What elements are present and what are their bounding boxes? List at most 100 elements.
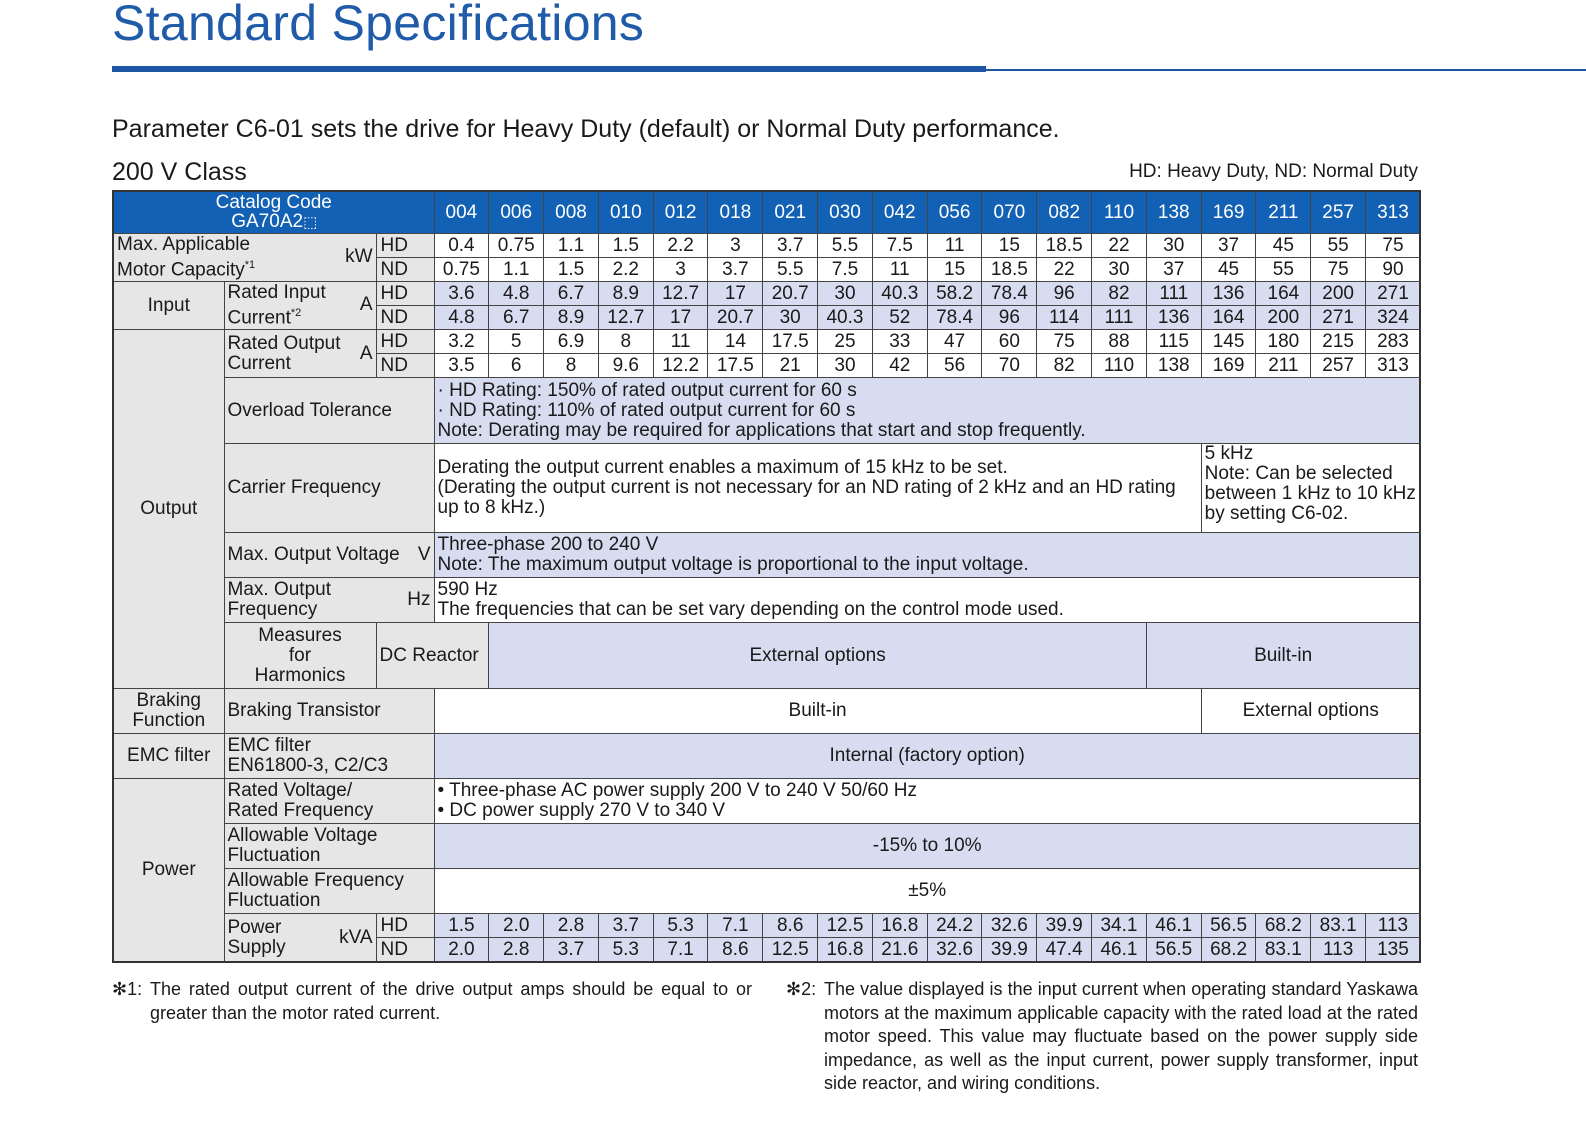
value-cell: 45 <box>1255 233 1312 258</box>
value-cell: 24.2 <box>926 913 983 938</box>
footnote-2: ✻2: The value displayed is the input cur… <box>786 978 1418 1096</box>
footnote-2-mark: ✻2: <box>786 979 817 999</box>
value-cell: 68.2 <box>1200 937 1257 963</box>
value-cell: 17.5 <box>707 353 764 378</box>
value-cell: 324 <box>1365 305 1421 330</box>
value-cell: 16.8 <box>817 937 873 963</box>
value-cell: 3 <box>652 257 709 282</box>
duty-nd: ND <box>375 937 435 963</box>
value-cell: 3.6 <box>433 281 490 306</box>
code-cell: 006 <box>488 190 545 234</box>
value-cell: 88 <box>1091 329 1147 354</box>
overload-row: Overload Tolerance · HD Rating: 150% of … <box>113 377 1421 444</box>
value-cell: 313 <box>1365 353 1421 378</box>
value-cell: 1.1 <box>488 257 545 282</box>
group-input: Input <box>112 281 225 330</box>
catalog-code-header: Catalog Code GA70A2⬚ <box>112 190 435 234</box>
header-row: Catalog Code GA70A2⬚ 004 006 008 010 012… <box>112 190 1421 234</box>
value-cell: 17 <box>652 305 709 330</box>
value-cell: 40.3 <box>871 281 928 306</box>
code-cell: 138 <box>1145 190 1202 234</box>
value-cell: 32.6 <box>981 913 1038 938</box>
value-cell: 3.7 <box>543 937 599 963</box>
value-cell: 6.7 <box>543 281 599 306</box>
code-cell: 257 <box>1310 190 1367 234</box>
rated-voltage-label: Rated Voltage/ Rated Frequency <box>223 778 435 824</box>
value-cell: 12.7 <box>652 281 709 306</box>
value-cell: 55 <box>1310 233 1367 258</box>
emc-label: EMC filter EN61800-3, C2/C3 <box>223 733 435 779</box>
value-cell: 7.1 <box>652 937 709 963</box>
value-cell: 78.4 <box>981 281 1038 306</box>
value-cell: 33 <box>871 329 928 354</box>
value-cell: 271 <box>1310 305 1367 330</box>
value-cell: 145 <box>1200 329 1257 354</box>
value-cell: 78.4 <box>926 305 983 330</box>
rated-voltage-row: Power Rated Voltage/ Rated Frequency • T… <box>112 778 1421 963</box>
value-cell: 82 <box>1091 281 1147 306</box>
value-cell: 32.6 <box>926 937 983 963</box>
value-cell: 37 <box>1200 233 1257 258</box>
value-cell: 47.4 <box>1036 937 1093 963</box>
value-cell: 164 <box>1255 281 1312 306</box>
value-cell: 8.9 <box>597 281 654 306</box>
rated-voltage-value: • Three-phase AC power supply 200 V to 2… <box>433 778 1421 824</box>
voltage-fluct-label: Allowable Voltage Fluctuation <box>223 823 435 869</box>
value-cell: 5.5 <box>817 233 873 258</box>
duty-hd: HD <box>375 233 435 258</box>
value-cell: 12.5 <box>817 913 873 938</box>
value-cell: 3.7 <box>707 257 764 282</box>
value-cell: 200 <box>1310 281 1367 306</box>
voltage-fluct-row: Allowable Voltage Fluctuation -15% to 10… <box>113 823 1421 869</box>
value-cell: 5.3 <box>652 913 709 938</box>
rated-input-current-label: Rated Input Current*2 A <box>223 281 377 330</box>
value-cell: 3.2 <box>433 329 490 354</box>
input-current-nd-row: ND 4.8 6.7 8.9 12.7 17 20.7 30 40.3 52 78.4 96 114 1… <box>113 305 1421 330</box>
unit-label: A <box>359 342 373 364</box>
power-supply-label: Power Supply kVA <box>223 913 377 963</box>
value-cell: 39.9 <box>981 937 1038 963</box>
carrier-value-right: 5 kHz Note: Can be selected between 1 kH… <box>1200 443 1421 533</box>
class-label: 200 V Class <box>112 158 247 186</box>
intro-text: Parameter C6-01 sets the drive for Heavy… <box>112 115 1060 143</box>
value-cell: 11 <box>926 233 983 258</box>
value-cell: 2.0 <box>433 937 490 963</box>
code-cell: 056 <box>926 190 983 234</box>
value-cell: 15 <box>981 233 1038 258</box>
dc-reactor-right: Built-in <box>1145 622 1421 689</box>
value-cell: 114 <box>1036 305 1093 330</box>
duty-hd: HD <box>375 329 435 354</box>
value-cell: 3.7 <box>762 233 819 258</box>
value-cell: 110 <box>1091 353 1147 378</box>
value-cell: 3.7 <box>597 913 654 938</box>
value-cell: 12.2 <box>652 353 709 378</box>
value-cell: 37 <box>1145 257 1202 282</box>
carrier-value-left: Derating the output current enables a ma… <box>433 443 1202 533</box>
value-cell: 4.8 <box>488 281 545 306</box>
group-power: Power <box>112 778 225 963</box>
code-cell: 042 <box>871 190 928 234</box>
code-cell: 030 <box>817 190 873 234</box>
value-cell: 30 <box>1091 257 1147 282</box>
value-cell: 0.75 <box>433 257 490 282</box>
value-cell: 138 <box>1145 353 1202 378</box>
value-cell: 200 <box>1255 305 1312 330</box>
braking-left: Built-in <box>433 688 1202 734</box>
value-cell: 11 <box>871 257 928 282</box>
value-cell: 6.7 <box>488 305 545 330</box>
value-cell: 20.7 <box>762 281 819 306</box>
max-voltage-row: Max. Output Voltage V Three-phase 200 to … <box>113 532 1421 578</box>
value-cell: 25 <box>817 329 873 354</box>
value-cell: 2.8 <box>543 913 599 938</box>
value-cell: 257 <box>1310 353 1367 378</box>
value-cell: 7.5 <box>817 257 873 282</box>
value-cell: 8 <box>597 329 654 354</box>
value-cell: 30 <box>817 281 873 306</box>
carrier-label: Carrier Frequency <box>223 443 435 533</box>
overload-label: Overload Tolerance <box>223 377 435 444</box>
emc-value: Internal (factory option) <box>433 733 1421 779</box>
value-cell: 68.2 <box>1255 913 1312 938</box>
value-cell: 96 <box>981 305 1038 330</box>
value-cell: 111 <box>1145 281 1202 306</box>
max-frequency-row: Max. Output Frequency Hz 590 Hz The freque… <box>113 577 1421 623</box>
